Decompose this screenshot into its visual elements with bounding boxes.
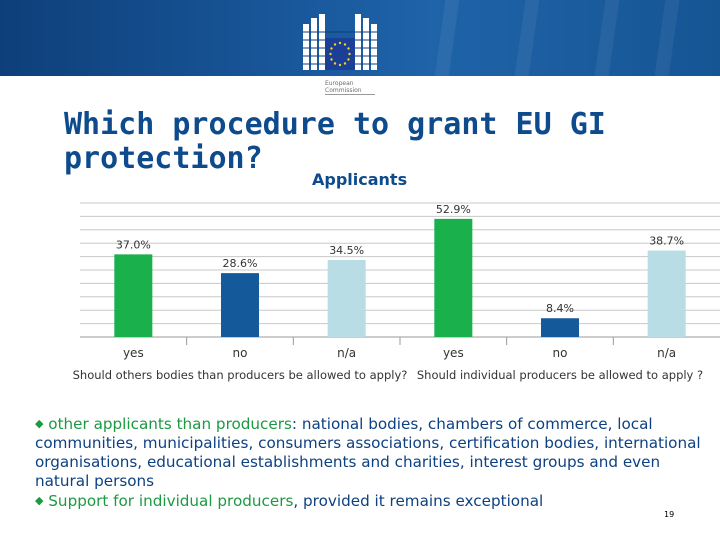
bar: [647, 250, 686, 337]
bullet-text: : national bodies, chambers of commerce,…: [35, 415, 701, 490]
tick-label: n/a: [337, 346, 356, 360]
page-title: Which procedure to grant EU GI protectio…: [64, 107, 606, 176]
page-number: 19: [664, 510, 675, 519]
tick-label: no: [553, 346, 568, 360]
european-commission-logo: European Commission: [303, 10, 377, 96]
bullet-item: ◆ other applicants than producers: natio…: [35, 414, 705, 491]
tick-label: yes: [443, 346, 464, 360]
bullet-text: , provided it remains exceptional: [293, 492, 544, 510]
bar: [114, 254, 153, 337]
tick-label: no: [233, 346, 248, 360]
bullet-item: ◆ Support for individual producers, prov…: [35, 491, 705, 511]
bullet-lead: Support for individual producers: [48, 492, 294, 510]
data-label: 8.4%: [546, 302, 574, 315]
data-label: 28.6%: [223, 257, 258, 270]
group-label: Should individual producers be allowed t…: [417, 368, 703, 382]
bar-chart: 37.0% 28.6% 34.5% 52.9% 8.4% 38.7% yes no n/a ye…: [73, 202, 720, 382]
tick-label: yes: [123, 346, 144, 360]
data-label: 38.7%: [649, 235, 684, 248]
data-label: 37.0%: [116, 238, 151, 251]
bullet-lead: other applicants than producers: [48, 415, 292, 433]
bar: [541, 318, 579, 337]
bar: [327, 259, 366, 337]
bar: [434, 218, 473, 337]
tick-label: n/a: [657, 346, 676, 360]
logo-text: European Commission: [325, 80, 362, 94]
data-label: 34.5%: [329, 244, 364, 257]
berlaymont-logo-icon: [303, 14, 377, 70]
diamond-bullet-icon: ◆: [35, 417, 44, 430]
bar: [221, 273, 259, 337]
data-label: 52.9%: [436, 203, 471, 216]
chart-subtitle: Applicants: [312, 170, 408, 189]
bullet-list: ◆ other applicants than producers: natio…: [35, 414, 705, 511]
group-label: Should others bodies than producers be a…: [73, 368, 408, 382]
diamond-bullet-icon: ◆: [35, 494, 44, 507]
